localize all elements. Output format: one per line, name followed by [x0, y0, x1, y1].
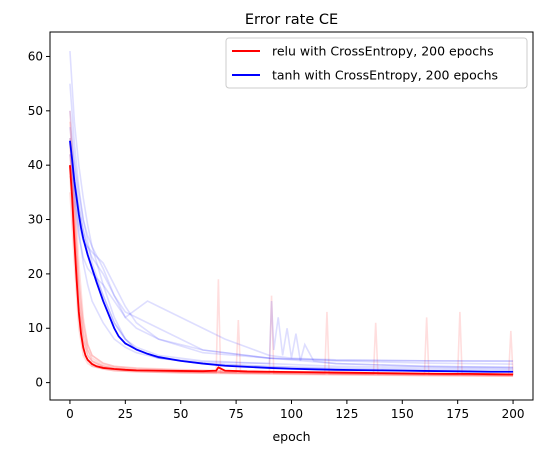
- y-tick-label: 40: [28, 158, 43, 172]
- tanh-run-1: [69, 50, 514, 371]
- main-series: [69, 140, 514, 376]
- tanh-run-8: [69, 83, 514, 373]
- x-tick-label: 0: [66, 407, 74, 421]
- x-axis-label: epoch: [272, 429, 310, 444]
- x-axis-ticks: 0 25 50 75 100 125 150 175 200: [66, 400, 525, 421]
- tanh-run-7: [69, 143, 514, 369]
- y-tick-label: 0: [35, 376, 43, 390]
- x-tick-label: 100: [280, 407, 303, 421]
- legend: relu with CrossEntropy, 200 epochs tanh …: [225, 37, 528, 89]
- x-tick-label: 125: [335, 407, 358, 421]
- x-tick-label: 25: [118, 407, 133, 421]
- y-axis-ticks: 0 10 20 30 40 50 60: [28, 49, 50, 390]
- relu-run-6: [69, 121, 514, 376]
- relu-mean-line: [69, 165, 514, 376]
- y-tick-label: 30: [28, 213, 43, 227]
- y-tick-label: 20: [28, 267, 43, 281]
- background-traces: [69, 50, 514, 377]
- x-tick-label: 150: [391, 407, 414, 421]
- y-tick-label: 10: [28, 321, 43, 335]
- tanh-run-6: [69, 165, 514, 369]
- tanh-run-2: [69, 127, 514, 370]
- x-tick-label: 50: [173, 407, 188, 421]
- chart-title: Error rate CE: [245, 12, 338, 28]
- y-tick-label: 60: [28, 49, 43, 63]
- legend-label-tanh: tanh with CrossEntropy, 200 epochs: [272, 68, 498, 83]
- legend-label-relu: relu with CrossEntropy, 200 epochs: [272, 44, 494, 59]
- relu-run-1: [69, 137, 514, 377]
- tanh-run-4: [69, 137, 514, 362]
- x-tick-label: 75: [228, 407, 243, 421]
- tanh-mean-line: [69, 140, 514, 373]
- relu-run-5: [69, 192, 514, 376]
- tanh-run-3: [69, 154, 514, 365]
- x-tick-label: 175: [446, 407, 469, 421]
- tanh-run-5: [69, 110, 514, 363]
- x-tick-label: 200: [502, 407, 525, 421]
- legend-box: [225, 37, 528, 89]
- y-tick-label: 50: [28, 104, 43, 118]
